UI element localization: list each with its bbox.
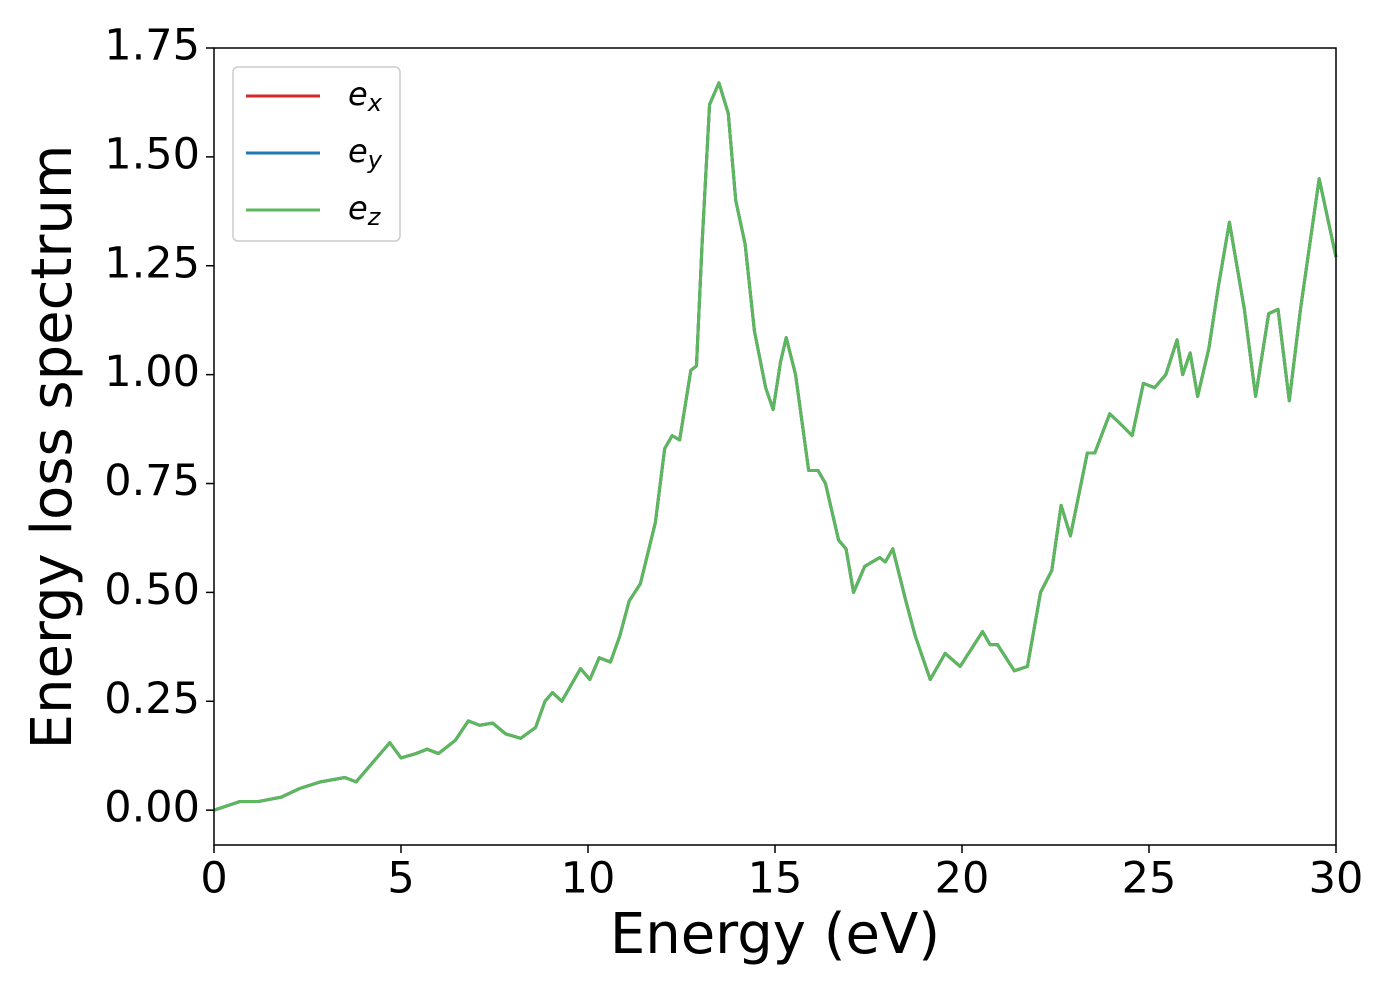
y-tick-label: 1.75 bbox=[104, 21, 200, 71]
y-tick-label: 0.75 bbox=[104, 456, 200, 506]
series-line bbox=[213, 81, 1338, 812]
plot-frame bbox=[213, 47, 1337, 846]
x-tick-label: 15 bbox=[748, 854, 803, 904]
x-tick-label: 5 bbox=[387, 854, 414, 904]
x-tick-label: 0 bbox=[200, 854, 227, 904]
x-tick-label: 30 bbox=[1309, 854, 1364, 904]
x-axis-label: Energy (eV) bbox=[610, 902, 940, 967]
x-tick-label: 10 bbox=[561, 854, 616, 904]
y-tick-label: 1.00 bbox=[104, 347, 200, 397]
x-tick-label: 20 bbox=[935, 854, 990, 904]
legend-label: ey bbox=[348, 132, 383, 174]
y-tick-label: 0.25 bbox=[104, 674, 200, 724]
legend-label: ex bbox=[348, 75, 383, 117]
legend-label: ez bbox=[348, 189, 382, 231]
y-axis-label: Energy loss spectrum bbox=[20, 145, 85, 750]
y-tick-label: 0.50 bbox=[104, 565, 200, 615]
x-tick-label: 25 bbox=[1122, 854, 1177, 904]
y-tick-label: 0.00 bbox=[104, 783, 200, 833]
y-tick-label: 1.25 bbox=[104, 238, 200, 288]
y-tick-label: 1.50 bbox=[104, 129, 200, 179]
